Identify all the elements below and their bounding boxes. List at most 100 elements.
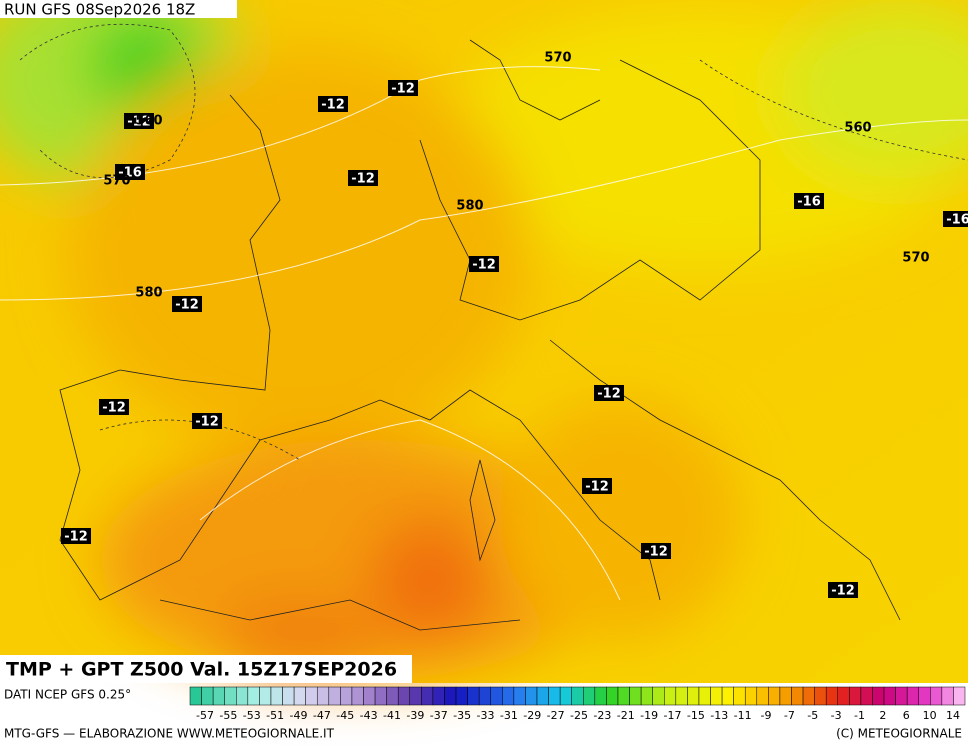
colorbar-cell (872, 686, 885, 706)
colorbar-cell (825, 686, 839, 706)
colorbar-label: -7 (784, 709, 795, 722)
colorbar-cell (201, 686, 214, 706)
colorbar-cell (270, 686, 283, 706)
colorbar-cell (710, 686, 723, 706)
colorbar-cell (502, 686, 515, 706)
temperature-box (469, 256, 499, 272)
colorbar-cell (768, 686, 781, 706)
temperature-label: -12 (831, 584, 855, 599)
temperature-box (828, 582, 858, 598)
colorbar-cell (953, 686, 966, 706)
colorbar-cell (583, 686, 596, 706)
colorbar-cell (606, 686, 619, 706)
colorbar-cell (247, 686, 260, 706)
colorbar-label: -43 (360, 709, 378, 722)
colorbar-label: -33 (477, 709, 495, 722)
colorbar-cell (386, 686, 399, 706)
colorbar-cell (640, 686, 653, 706)
colorbar-cell (513, 686, 526, 706)
temperature-label: -12 (644, 545, 668, 560)
colorbar-label: -37 (430, 709, 448, 722)
colorbar-cell (259, 686, 272, 706)
colorbar-label: -45 (336, 709, 354, 722)
height-label: 580 (135, 286, 162, 301)
temperature-box (794, 193, 824, 209)
colorbar-cell (594, 686, 607, 706)
colorbar-label: 10 (923, 709, 937, 722)
temperature-label: -12 (472, 258, 496, 273)
colorbar-label: -19 (640, 709, 658, 722)
temperature-label: -16 (946, 213, 968, 228)
colorbar-label: -17 (664, 709, 682, 722)
colorbar-label: -35 (453, 709, 471, 722)
colorbar-cell (756, 686, 769, 706)
temperature-box (115, 164, 145, 180)
colorbar-cell (906, 686, 919, 706)
data-source: DATI NCEP GFS 0.25° (4, 688, 131, 702)
colorbar-cell (652, 686, 665, 706)
temperature-box (172, 296, 202, 312)
colorbar-cell (351, 686, 364, 706)
colorbar-cell (444, 686, 457, 706)
colorbar-cell (525, 686, 538, 706)
colorbar-label: -13 (710, 709, 728, 722)
colorbar-label: 2 (879, 709, 886, 722)
colorbar-cell (189, 686, 202, 706)
temperature-box (348, 170, 378, 186)
map-title: TMP + GPT Z500 Val. 15Z17SEP2026 (6, 659, 397, 681)
colorbar-label: -5 (807, 709, 818, 722)
colorbar-label: -21 (617, 709, 635, 722)
colorbar-label: -41 (383, 709, 401, 722)
colorbar-cell (698, 686, 711, 706)
temperature-label: -12 (585, 480, 609, 495)
temperature-label: -12 (127, 115, 151, 130)
isotherms (19, 23, 968, 461)
colorbar-label: -39 (406, 709, 424, 722)
temperature-label: -16 (118, 166, 142, 181)
colorbar-cell (316, 686, 330, 706)
colorbar-label: -1 (854, 709, 865, 722)
temperature-label: -12 (175, 298, 199, 313)
colorbar-cell (548, 686, 561, 706)
temperature-box (99, 399, 129, 415)
colorbar-cell (883, 686, 896, 706)
temperature-label: -12 (195, 415, 219, 430)
map-field (0, 0, 968, 683)
colorbar-cell (293, 686, 306, 706)
colorbar-cell (802, 686, 815, 706)
colorbar-label: -55 (219, 709, 237, 722)
height-label: 570 (902, 251, 929, 266)
colorbar-label: -49 (290, 709, 308, 722)
colorbar-label: -29 (523, 709, 541, 722)
colorbar-label: -15 (687, 709, 705, 722)
temperature-label: -12 (351, 172, 375, 187)
colorbar-cell (733, 686, 746, 706)
colorbar-label: -57 (196, 709, 214, 722)
colorbar-cell (559, 686, 572, 706)
colorbar-label: -31 (500, 709, 518, 722)
height-label: 560 (135, 114, 162, 129)
colorbar-cell (236, 686, 249, 706)
temperature-box (318, 96, 348, 112)
colorbar-cell (629, 686, 642, 706)
colorbar-cell (536, 686, 549, 706)
temperature-box (641, 543, 671, 559)
temperature-box (124, 113, 154, 129)
temperature-box (943, 211, 968, 227)
height-label: 570 (103, 174, 130, 189)
colorbar-cell (791, 686, 804, 706)
colorbar-cell (363, 686, 376, 706)
colorbar-cell (814, 686, 827, 706)
colorbar-label: 6 (903, 709, 910, 722)
temperature-box (388, 80, 418, 96)
colorbar-label: -51 (266, 709, 284, 722)
colorbar-label: -23 (593, 709, 611, 722)
colorbar-cell (837, 686, 850, 706)
colorbar-cell (212, 686, 225, 706)
colorbar-cell (860, 686, 873, 706)
height-label: 570 (544, 51, 571, 66)
colorbar-cell (744, 686, 758, 706)
colorbar-cell (397, 686, 411, 706)
temperature-label: -16 (797, 195, 821, 210)
